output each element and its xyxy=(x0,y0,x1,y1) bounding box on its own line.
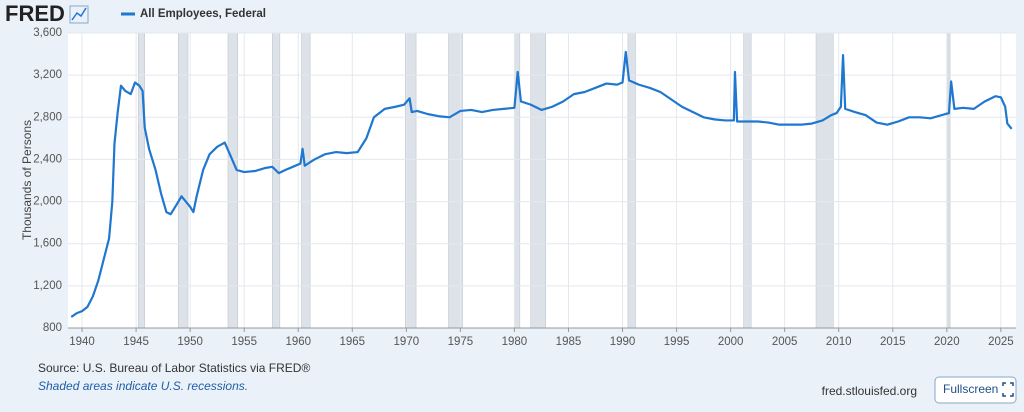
x-tick-label: 1990 xyxy=(610,336,636,348)
source: Source: U.S. Bureau of Labor Statistics … xyxy=(38,361,310,375)
logo-icon xyxy=(69,5,89,24)
x-tick-label: 2015 xyxy=(880,336,906,348)
x-tick-label: 1980 xyxy=(502,336,528,348)
x-tick-label: 1945 xyxy=(123,336,149,348)
x-tick-label: 2005 xyxy=(772,336,798,348)
recession-band xyxy=(815,32,834,329)
x-tick-label: 1975 xyxy=(448,336,474,348)
x-tick-label: 1950 xyxy=(177,336,203,348)
y-tick-label: 1,600 xyxy=(33,238,62,250)
button-frame[interactable] xyxy=(934,376,1017,404)
recession-note: Shaded areas indicate U.S. recessions. xyxy=(38,379,248,393)
recession-band xyxy=(301,32,311,329)
y-tick-label: 2,400 xyxy=(33,153,62,165)
recession-band xyxy=(138,32,145,329)
x-tick-label: 2025 xyxy=(988,336,1014,348)
recession-band xyxy=(743,32,752,329)
y-tick-label: 800 xyxy=(43,322,62,334)
series-line xyxy=(70,50,1013,318)
x-tick-label: 1955 xyxy=(231,336,257,348)
x-tick-label: 1995 xyxy=(664,336,690,348)
site-url: fred.stlouisfed.org xyxy=(822,384,917,398)
y-axis-label: Thousands of Persons xyxy=(20,120,34,240)
x-tick-label: 1965 xyxy=(339,336,365,348)
legend-label: All Employees, Federal xyxy=(140,8,266,20)
recession-band xyxy=(947,32,951,329)
recession-band xyxy=(405,32,417,329)
x-tick-label: 2020 xyxy=(934,336,960,348)
recession-band xyxy=(227,32,238,329)
recession-band xyxy=(272,32,281,329)
y-tick-label: 1,200 xyxy=(33,280,62,292)
button-label[interactable]: Fullscreen xyxy=(943,382,998,396)
recession-band xyxy=(178,32,189,329)
logo: FRED xyxy=(5,1,65,26)
x-tick-label: 1940 xyxy=(69,336,95,348)
fullscreen-button[interactable]: Fullscreen xyxy=(934,376,1017,404)
x-tick-label: 2000 xyxy=(718,336,744,348)
y-tick-label: 2,000 xyxy=(33,196,62,208)
x-tick-label: 1970 xyxy=(394,336,420,348)
recession-band xyxy=(530,32,547,329)
x-tick-label: 2010 xyxy=(826,336,852,348)
x-tick-label: 1960 xyxy=(285,336,311,348)
y-tick-label: 3,600 xyxy=(33,27,62,39)
x-tick-label: 1985 xyxy=(556,336,582,348)
y-tick-label: 3,200 xyxy=(33,69,62,81)
y-tick-label: 2,800 xyxy=(33,111,62,123)
